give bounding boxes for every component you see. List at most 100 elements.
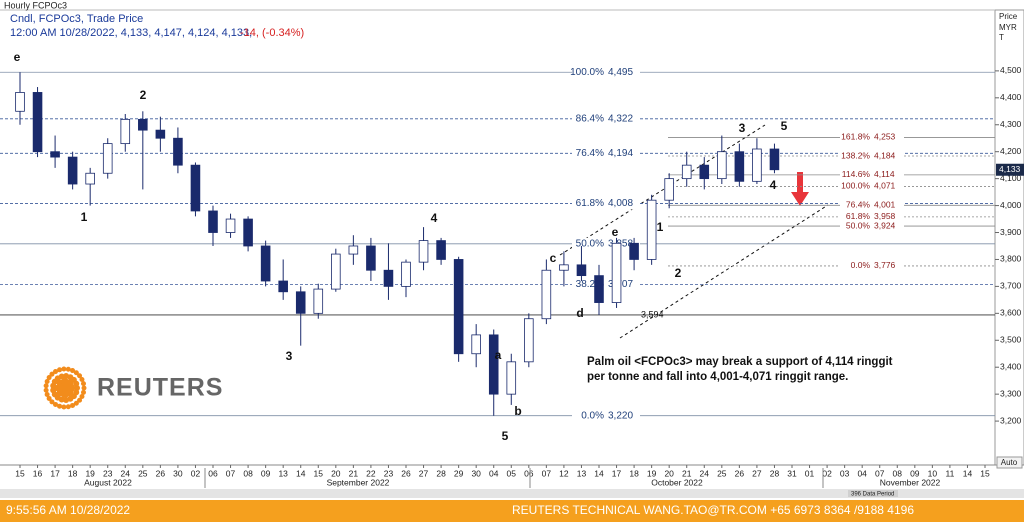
candle-body xyxy=(594,275,604,303)
candle-body xyxy=(225,218,236,233)
scroll-thumb[interactable] xyxy=(848,490,898,497)
fib-value: 3,776 xyxy=(874,260,896,270)
candle-body xyxy=(50,151,60,158)
x-tick-label: 23 xyxy=(103,468,113,478)
x-tick-label: 21 xyxy=(349,468,359,478)
x-tick-label: 15 xyxy=(314,468,324,478)
wave-label: b xyxy=(514,404,521,418)
x-tick-label: 24 xyxy=(700,468,710,478)
x-tick-label: 01 xyxy=(805,468,815,478)
logo-dot xyxy=(79,394,85,400)
candle-body xyxy=(717,151,727,180)
x-tick-label: 21 xyxy=(682,468,692,478)
y-tick-label: 4,400 xyxy=(1000,92,1022,102)
candle-body xyxy=(524,318,534,363)
x-tick-label: 17 xyxy=(50,468,60,478)
x-tick-label: 25 xyxy=(138,468,148,478)
wave-label: 3 xyxy=(286,349,293,363)
logo-dot xyxy=(65,366,71,372)
fib-label-bg xyxy=(572,409,640,422)
logo-dot xyxy=(70,402,76,408)
x-tick-label: 22 xyxy=(366,468,376,478)
fib-label-bg xyxy=(840,132,904,143)
down-arrow xyxy=(791,172,809,206)
x-tick-label: 16 xyxy=(33,468,43,478)
candle-body xyxy=(260,245,271,282)
fib-pct: 76.4% xyxy=(576,148,604,159)
candle-body xyxy=(664,178,674,201)
logo-dot xyxy=(81,385,87,391)
annotation: Palm oil <FCPOc3> may break a support of… xyxy=(587,356,893,368)
x-tick-label: 12 xyxy=(559,468,569,478)
fib-pct: 61.8% xyxy=(576,198,604,209)
logo-dot xyxy=(53,401,58,407)
footer-contact: REUTERS TECHNICAL WANG.TAO@TR.COM +65 69… xyxy=(512,503,914,517)
x-tick-label: 24 xyxy=(121,468,131,478)
fib-value: 4,253 xyxy=(874,132,896,142)
wave-label: e xyxy=(612,225,619,239)
x-tick-label: 18 xyxy=(68,468,78,478)
logo-dot xyxy=(65,404,71,410)
candle-body xyxy=(85,172,95,185)
candle-body xyxy=(471,334,481,355)
wave-label: 5 xyxy=(781,119,788,133)
fib-value: 4,322 xyxy=(608,113,633,124)
logo-dot xyxy=(65,379,74,388)
candle-body xyxy=(436,240,446,260)
data-period: 396 Data Period xyxy=(851,492,894,498)
candle-body xyxy=(506,361,517,395)
x-tick-label: 19 xyxy=(85,468,95,478)
logo-text: REUTERS xyxy=(97,374,223,402)
candle-body xyxy=(541,269,552,320)
x-tick-label: 07 xyxy=(875,468,885,478)
fib-label-bg xyxy=(840,181,904,192)
fib-pct: 50.0% xyxy=(846,220,871,230)
fib-label-bg xyxy=(840,200,904,211)
fib-pct: 0.0% xyxy=(581,410,604,421)
x-tick-label: 23 xyxy=(384,468,394,478)
candle-body xyxy=(488,334,499,395)
x-tick-label: 11 xyxy=(945,468,954,478)
x-tick-label: 27 xyxy=(752,468,762,478)
fib-pct: 100.0% xyxy=(841,181,870,191)
auto-label[interactable]: Auto xyxy=(1001,458,1018,467)
fib-pct: 100.0% xyxy=(570,67,604,78)
candle-body xyxy=(453,259,464,355)
fib-value: 4,071 xyxy=(874,181,896,191)
fib-value: 4,001 xyxy=(874,200,896,210)
candle-body xyxy=(366,245,376,271)
wave-label: 1 xyxy=(81,210,88,224)
logo-dot xyxy=(63,396,70,403)
x-tick-label: 06 xyxy=(208,468,218,478)
candle-body xyxy=(629,242,639,260)
channel-lower xyxy=(619,204,829,339)
y-tick-label: 4,100 xyxy=(1000,173,1022,183)
y-tick-label: 3,700 xyxy=(1000,281,1022,291)
fib-value: 3,958 xyxy=(874,211,896,221)
candle-body xyxy=(752,148,762,182)
candle-body xyxy=(32,92,43,153)
axis-title: T xyxy=(999,33,1004,42)
fib-pct: 50.0% xyxy=(576,238,604,249)
fib-label-bg xyxy=(572,147,640,160)
x-tick-label: 18 xyxy=(629,468,639,478)
candle-body xyxy=(769,148,780,171)
logo-dot xyxy=(61,366,67,372)
auto-button[interactable] xyxy=(996,456,1023,469)
last-price-label: 4,133 xyxy=(999,164,1021,174)
logo-dot xyxy=(79,376,85,382)
logo-dot xyxy=(57,367,63,373)
quote-change: -14, (-0.34%) xyxy=(240,27,304,39)
logo-dot xyxy=(77,373,83,379)
wave-label: 3 xyxy=(739,121,746,135)
candle-body xyxy=(173,137,183,166)
x-tick-label: 30 xyxy=(471,468,481,478)
scrollbar[interactable] xyxy=(0,489,1024,498)
candle-body xyxy=(681,164,692,180)
y-tick-label: 3,200 xyxy=(1000,415,1022,425)
fib-value: 3,924 xyxy=(874,220,896,230)
fib-label-bg xyxy=(840,221,904,232)
candle-body xyxy=(295,291,306,314)
support-label: 3,594 xyxy=(641,309,664,319)
